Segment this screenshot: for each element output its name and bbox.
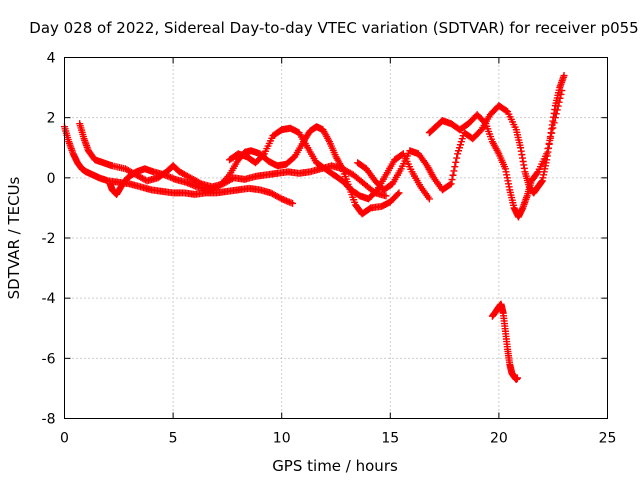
data-series: [61, 72, 568, 383]
data-point: [451, 163, 459, 171]
y-tick-label: 2: [47, 111, 56, 127]
data-point: [382, 192, 390, 200]
x-tick-label: 5: [169, 431, 178, 447]
x-axis-label: GPS time / hours: [272, 457, 398, 475]
data-point: [448, 176, 456, 184]
series-sat-d: [226, 124, 433, 203]
data-point: [395, 189, 403, 197]
data-point: [453, 154, 461, 162]
x-tick-label: 15: [381, 431, 399, 447]
data-point: [533, 169, 541, 177]
data-point: [394, 190, 402, 198]
x-tick-label: 0: [60, 431, 69, 447]
data-point: [554, 102, 562, 110]
x-tick-label: 25: [599, 431, 617, 447]
y-tick-label: 0: [47, 171, 56, 187]
data-point: [558, 87, 566, 95]
data-point: [556, 94, 564, 102]
data-point: [425, 195, 433, 203]
data-point: [449, 171, 457, 179]
data-point: [549, 124, 557, 132]
data-point: [446, 181, 454, 189]
data-point: [544, 145, 552, 153]
grid: [64, 57, 608, 419]
series-sat-c: [106, 123, 403, 218]
y-tick-label: -4: [42, 291, 56, 307]
data-point: [289, 199, 297, 207]
data-point: [452, 158, 460, 166]
data-point: [447, 180, 455, 188]
plot-frame: [64, 57, 608, 419]
y-tick-label: -6: [42, 351, 56, 367]
chart-title: Day 028 of 2022, Sidereal Day-to-day VTE…: [29, 19, 638, 37]
data-point: [560, 72, 568, 80]
data-point: [550, 119, 558, 127]
data-point: [553, 106, 561, 114]
series-sat-g: [488, 300, 521, 383]
data-point: [552, 110, 560, 118]
data-point: [481, 118, 489, 126]
x-tick-label: 20: [490, 431, 508, 447]
data-point: [450, 167, 458, 175]
y-tick-label: -8: [42, 412, 56, 428]
y-tick-label: 4: [47, 51, 56, 67]
data-point: [543, 150, 551, 158]
data-point: [276, 194, 284, 202]
data-point: [259, 151, 267, 159]
data-point: [546, 134, 554, 142]
data-point: [557, 90, 565, 98]
y-axis-label: SDTVAR / TECUs: [5, 176, 23, 299]
data-point: [551, 114, 559, 122]
x-tick-label: 10: [273, 431, 291, 447]
data-point: [545, 139, 553, 147]
series-sat-f: [425, 87, 566, 221]
y-tick-label: -2: [42, 231, 56, 247]
data-point: [548, 129, 556, 137]
data-point: [513, 374, 521, 382]
data-point: [555, 98, 563, 106]
